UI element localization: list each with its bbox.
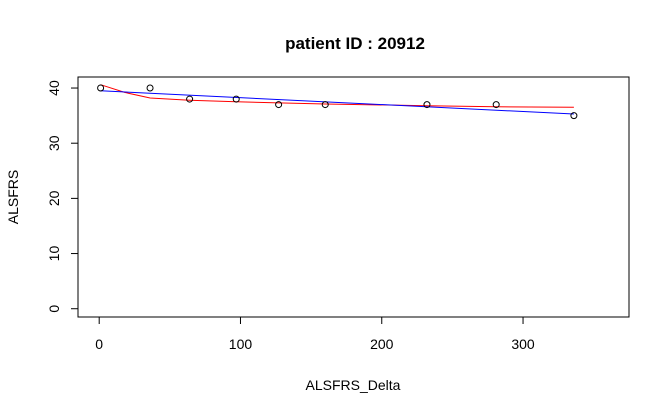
fit-line-2 (100, 90, 574, 115)
y-tick-label: 10 (46, 246, 62, 262)
fitted-lines (100, 84, 574, 115)
data-point (570, 112, 578, 120)
x-tick-label: 0 (95, 336, 103, 352)
x-tick-label: 300 (511, 336, 535, 352)
y-axis-label: ALSFRS (5, 170, 21, 224)
y-tick-label: 20 (46, 190, 62, 206)
data-point (423, 101, 431, 109)
data-point (146, 84, 154, 92)
fit-line-1 (100, 84, 574, 108)
x-axis-label: ALSFRS_Delta (306, 377, 401, 393)
data-point (97, 84, 105, 92)
y-tick-label: 30 (46, 135, 62, 151)
y-tick-label: 0 (46, 305, 62, 313)
data-point (186, 95, 194, 103)
data-point (492, 101, 500, 109)
y-axis: 0 10 20 30 40 (46, 80, 79, 313)
x-axis: 0 100 200 300 (95, 316, 535, 352)
data-point (232, 95, 240, 103)
chart-title: patient ID : 20912 (285, 34, 425, 53)
data-point (275, 101, 283, 109)
y-tick-label: 40 (46, 80, 62, 96)
data-points (97, 84, 578, 120)
data-point (321, 101, 329, 109)
x-tick-label: 200 (370, 336, 394, 352)
x-tick-label: 100 (229, 336, 253, 352)
